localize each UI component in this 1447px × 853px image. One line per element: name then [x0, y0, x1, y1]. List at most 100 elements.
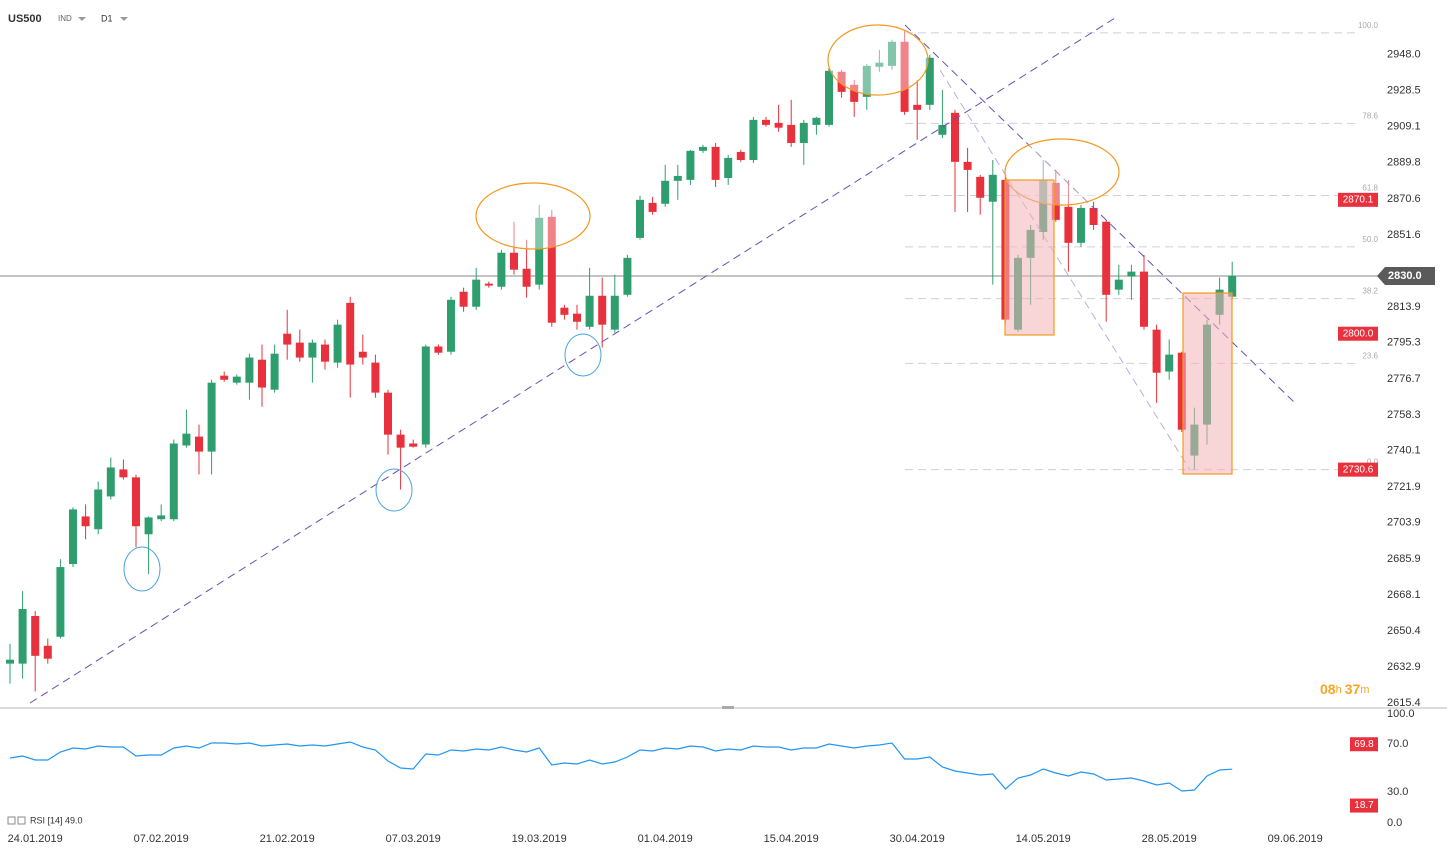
- instrument-type: IND: [58, 14, 72, 23]
- candle-body: [812, 117, 821, 125]
- x-tick-label: 07.03.2019: [386, 833, 441, 845]
- candle-body: [1114, 279, 1123, 290]
- candle-body: [384, 392, 392, 435]
- y-tick-label: 2615.4: [1387, 697, 1421, 709]
- highlight-box: [1182, 292, 1233, 475]
- candle-body: [963, 161, 972, 170]
- candle-body: [1089, 207, 1098, 225]
- candle-body: [245, 357, 254, 383]
- countdown-unit: h: [1336, 684, 1342, 696]
- trend-line: [904, 24, 1296, 404]
- candle-body: [623, 257, 632, 295]
- candle-body: [358, 351, 367, 358]
- y-tick-label: 2813.9: [1387, 301, 1421, 313]
- candle-body: [258, 359, 266, 388]
- candle-body: [295, 342, 304, 358]
- indicator-icon[interactable]: [7, 816, 16, 825]
- y-tick-label: 2909.1: [1387, 121, 1421, 133]
- y-tick-label: 2703.9: [1387, 517, 1421, 529]
- candle-body: [510, 252, 518, 270]
- y-tick-label: 100.0: [1387, 708, 1415, 720]
- candle-body: [484, 283, 493, 286]
- candle-body: [736, 151, 745, 160]
- grid-layer: [0, 32, 1380, 471]
- candle-body: [560, 307, 569, 315]
- candle-body: [283, 333, 292, 345]
- indicator-icon[interactable]: [17, 816, 26, 825]
- candle-body: [598, 295, 607, 325]
- x-tick-label: 24.01.2019: [8, 833, 63, 845]
- y-tick-label: 2685.9: [1387, 553, 1421, 565]
- candle-body: [69, 509, 77, 565]
- level-label: 2870.1: [1343, 194, 1374, 205]
- current-price-label: 2830.0: [1388, 270, 1422, 282]
- countdown-minutes: 37: [1345, 681, 1361, 697]
- candle-body: [43, 645, 52, 659]
- timeframe[interactable]: D1: [101, 13, 113, 23]
- x-tick-label: 07.02.2019: [134, 833, 189, 845]
- candle-body: [157, 515, 166, 520]
- candle-body: [447, 299, 455, 352]
- fib-label: 23.6: [1362, 351, 1378, 360]
- y-tick-label: 2776.7: [1387, 373, 1421, 385]
- candle-body: [673, 175, 682, 181]
- level-label: 69.8: [1354, 739, 1374, 750]
- candle-body: [132, 477, 140, 527]
- countdown-hours: 08: [1320, 681, 1336, 697]
- candle-body: [106, 467, 115, 497]
- trend-line: [29, 17, 1116, 704]
- candle-body: [636, 199, 644, 238]
- label-layer: 2948.0 2928.5 2909.1 2889.8 2870.6 2851.6 2813…: [8, 21, 1435, 845]
- candle-body: [787, 124, 796, 143]
- y-tick-label: 2795.3: [1387, 337, 1421, 349]
- level-label-box: [1350, 798, 1378, 813]
- y-tick-label: 2870.6: [1387, 193, 1421, 205]
- y-tick-label: 2851.6: [1387, 229, 1421, 241]
- candle-body: [81, 516, 90, 527]
- candle-body: [1077, 207, 1085, 243]
- candle-body: [1177, 352, 1186, 430]
- dropdown-arrow[interactable]: [78, 17, 86, 21]
- panel-handle[interactable]: [722, 706, 734, 709]
- candle-body: [888, 41, 896, 66]
- candle-body: [232, 376, 241, 383]
- candle-body: [951, 112, 959, 162]
- level-label: 2800.0: [1343, 328, 1374, 339]
- candle-body: [711, 146, 720, 180]
- y-tick-label: 70.0: [1387, 738, 1408, 750]
- rsi-label: RSI [14] 49.0: [30, 815, 83, 825]
- level-label-box: [1338, 192, 1378, 207]
- candle-body: [938, 124, 947, 135]
- candle-body: [774, 122, 783, 128]
- highlight-ellipse: [475, 182, 591, 250]
- candle-body: [875, 62, 884, 67]
- level-label-box: [1350, 737, 1378, 752]
- y-tick-label: 2740.1: [1387, 445, 1421, 457]
- candle-body: [220, 375, 229, 380]
- x-tick-label: 21.02.2019: [260, 833, 315, 845]
- candle-body: [396, 434, 405, 448]
- trend-line: [939, 69, 1191, 471]
- candle-body: [862, 65, 871, 97]
- countdown-unit: m: [1360, 684, 1369, 696]
- rsi-line: [9, 741, 1233, 792]
- fib-label: 100.0: [1358, 21, 1379, 30]
- candle-body: [535, 217, 544, 285]
- dropdown-arrow[interactable]: [120, 17, 128, 21]
- current-price-box: [1377, 267, 1435, 286]
- y-tick-label: 2758.3: [1387, 409, 1421, 421]
- candle-body: [1152, 329, 1161, 373]
- candle-body: [472, 279, 481, 307]
- candle-body: [925, 57, 934, 105]
- countdown: 08h 37m: [1320, 681, 1369, 697]
- candle-body: [371, 362, 380, 393]
- highlight-ellipse: [827, 24, 929, 96]
- symbol[interactable]: US500: [8, 13, 42, 25]
- x-tick-label: 14.05.2019: [1016, 833, 1071, 845]
- candle-body: [308, 342, 317, 358]
- candle-body: [976, 176, 985, 198]
- candle-body: [585, 295, 594, 327]
- candle-body: [207, 382, 216, 452]
- y-tick-label: 0.0: [1387, 817, 1402, 829]
- y-tick-label: 2721.9: [1387, 481, 1421, 493]
